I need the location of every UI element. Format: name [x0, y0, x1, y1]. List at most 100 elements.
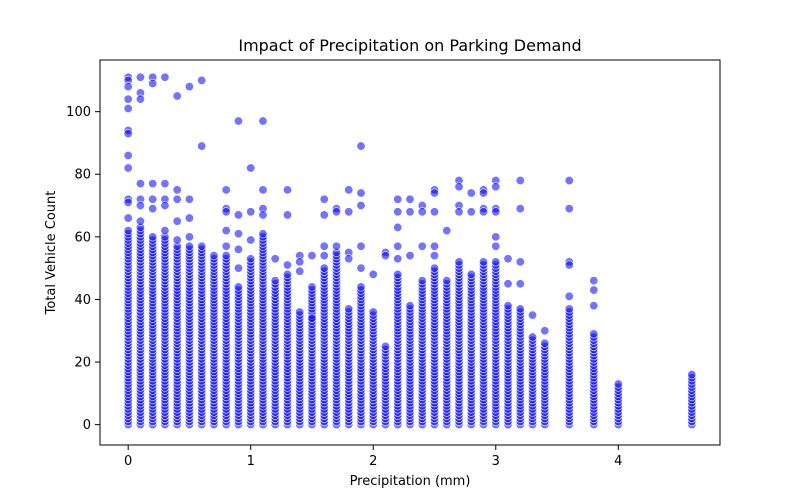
data-point [356, 282, 366, 292]
y-tick-label: 80 [74, 168, 91, 183]
data-point-outlier [515, 257, 525, 267]
data-point-outlier [515, 204, 525, 214]
data-point-outlier [356, 241, 366, 251]
data-point [540, 338, 550, 348]
data-point [528, 332, 538, 342]
data-point-outlier [123, 94, 133, 104]
data-point-outlier [148, 204, 158, 214]
data-point-outlier [528, 310, 538, 320]
data-point-outlier [184, 232, 194, 242]
x-tick-label: 0 [124, 454, 132, 469]
data-point-outlier [172, 235, 182, 245]
data-point-outlier [270, 254, 280, 264]
data-point-outlier [233, 263, 243, 273]
data-point-outlier [564, 291, 574, 301]
data-point-outlier [344, 185, 354, 195]
data-point-outlier [331, 241, 341, 251]
data-point [479, 257, 489, 267]
data-point-outlier [307, 313, 317, 323]
data-point-outlier [564, 204, 574, 214]
data-point-outlier [184, 82, 194, 92]
data-points [123, 72, 697, 430]
data-point-outlier [123, 129, 133, 139]
y-tick-label: 60 [74, 230, 91, 245]
data-point-outlier [282, 260, 292, 270]
data-point-outlier [258, 116, 268, 126]
data-point-outlier [123, 82, 133, 92]
data-point-outlier [319, 241, 329, 251]
data-point-outlier [380, 251, 390, 261]
data-point-outlier [233, 116, 243, 126]
data-point [148, 232, 158, 242]
data-point-outlier [356, 141, 366, 151]
data-point-outlier [172, 216, 182, 226]
data-point-outlier [258, 185, 268, 195]
data-point-outlier [393, 222, 403, 232]
data-point [503, 301, 513, 311]
data-point-outlier [295, 257, 305, 267]
data-point [295, 307, 305, 317]
data-point-outlier [148, 78, 158, 88]
data-point-outlier [282, 210, 292, 220]
data-point-outlier [172, 185, 182, 195]
data-point-outlier [442, 226, 452, 236]
data-point-outlier [221, 207, 231, 217]
data-point-outlier [148, 179, 158, 189]
data-point [442, 276, 452, 286]
data-point-outlier [319, 210, 329, 220]
data-point-outlier [344, 254, 354, 264]
data-point-outlier [221, 185, 231, 195]
data-point [454, 257, 464, 267]
data-point [393, 269, 403, 279]
y-tick-label: 40 [74, 293, 91, 308]
y-axis-ticks: 0 20 40 60 80 100 [66, 105, 100, 433]
data-point [307, 282, 317, 292]
data-point-outlier [148, 194, 158, 204]
data-point [380, 341, 390, 351]
x-tick-label: 2 [369, 454, 377, 469]
data-point-outlier [233, 210, 243, 220]
data-point-outlier [393, 241, 403, 251]
data-point [184, 241, 194, 251]
data-point [515, 304, 525, 314]
data-point-outlier [430, 251, 440, 261]
data-point-outlier [135, 201, 145, 211]
data-point [405, 301, 415, 311]
data-point-outlier [233, 229, 243, 239]
data-point-outlier [491, 207, 501, 217]
data-point-outlier [123, 163, 133, 173]
data-point-outlier [491, 232, 501, 242]
data-point-outlier [123, 104, 133, 114]
data-point [589, 329, 599, 339]
y-tick-label: 100 [66, 105, 91, 120]
data-point-outlier [160, 179, 170, 189]
data-point-outlier [258, 210, 268, 220]
data-point-outlier [466, 207, 476, 217]
data-point-outlier [393, 207, 403, 217]
data-point [282, 269, 292, 279]
data-point-outlier [368, 269, 378, 279]
data-point-outlier [246, 163, 256, 173]
data-point-outlier [405, 194, 415, 204]
data-point-outlier [123, 150, 133, 160]
data-point-outlier [246, 207, 256, 217]
data-point [209, 251, 219, 261]
data-point-outlier [589, 285, 599, 295]
data-point-outlier [344, 207, 354, 217]
x-tick-label: 3 [492, 454, 500, 469]
data-point [233, 282, 243, 292]
data-point-outlier [540, 326, 550, 336]
data-point [221, 251, 231, 261]
data-point [564, 304, 574, 314]
data-point-outlier [282, 185, 292, 195]
data-point-outlier [393, 194, 403, 204]
data-point-outlier [515, 279, 525, 289]
data-point-outlier [356, 201, 366, 211]
data-point-outlier [564, 176, 574, 186]
data-point-outlier [417, 207, 427, 217]
data-point-outlier [135, 72, 145, 82]
data-point-outlier [393, 254, 403, 264]
x-axis-ticks: 0 1 2 3 4 [124, 445, 622, 469]
data-point-outlier [491, 241, 501, 251]
